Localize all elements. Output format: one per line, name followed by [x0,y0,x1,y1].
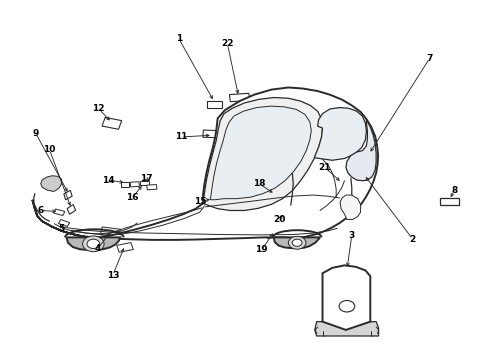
Text: 3: 3 [348,231,354,240]
Text: 7: 7 [426,54,432,63]
Bar [265,229,281,238]
Bar [206,102,221,108]
Text: 13: 13 [106,270,119,279]
Bar [102,117,122,129]
Bar [117,243,133,252]
Polygon shape [66,237,120,250]
Text: 15: 15 [194,197,206,206]
Bar [265,191,282,201]
Bar [203,194,217,202]
Bar [203,130,227,138]
Bar [331,276,361,289]
Polygon shape [314,321,378,336]
Polygon shape [203,98,322,211]
Circle shape [288,236,305,249]
Circle shape [87,239,100,248]
Text: 14: 14 [102,176,114,185]
Bar [360,174,366,179]
Polygon shape [32,87,377,240]
Polygon shape [339,195,360,220]
Bar [140,180,149,185]
Bar [280,212,288,217]
Text: 10: 10 [43,145,56,154]
Bar [146,185,157,190]
Bar [54,209,64,216]
Circle shape [82,236,104,252]
Polygon shape [273,237,320,248]
Bar [439,198,458,206]
Text: 20: 20 [273,215,285,224]
Polygon shape [322,265,369,330]
Text: 9: 9 [33,129,39,138]
Polygon shape [67,204,76,214]
Text: 21: 21 [318,163,330,172]
Bar [215,199,226,205]
Text: 2: 2 [409,235,415,244]
Text: 8: 8 [450,186,456,195]
Bar [229,93,249,102]
Text: 6: 6 [38,206,44,215]
Text: 16: 16 [126,193,138,202]
Bar [328,177,355,192]
Polygon shape [41,176,61,192]
Bar [100,227,120,237]
Text: 12: 12 [92,104,104,113]
Text: 11: 11 [175,132,187,141]
Polygon shape [314,108,366,160]
Text: 17: 17 [140,174,152,183]
Circle shape [292,239,302,246]
Polygon shape [64,190,72,200]
Bar [363,152,371,159]
Circle shape [338,301,354,312]
Text: 19: 19 [255,246,267,255]
Text: 18: 18 [252,179,265,188]
Bar [121,182,129,186]
Bar [130,182,139,187]
Bar [58,220,70,226]
Text: 5: 5 [59,224,64,233]
Text: 4: 4 [95,244,101,253]
Text: 1: 1 [175,34,182,43]
Text: 22: 22 [221,39,233,48]
Polygon shape [210,106,311,200]
Polygon shape [345,120,375,181]
